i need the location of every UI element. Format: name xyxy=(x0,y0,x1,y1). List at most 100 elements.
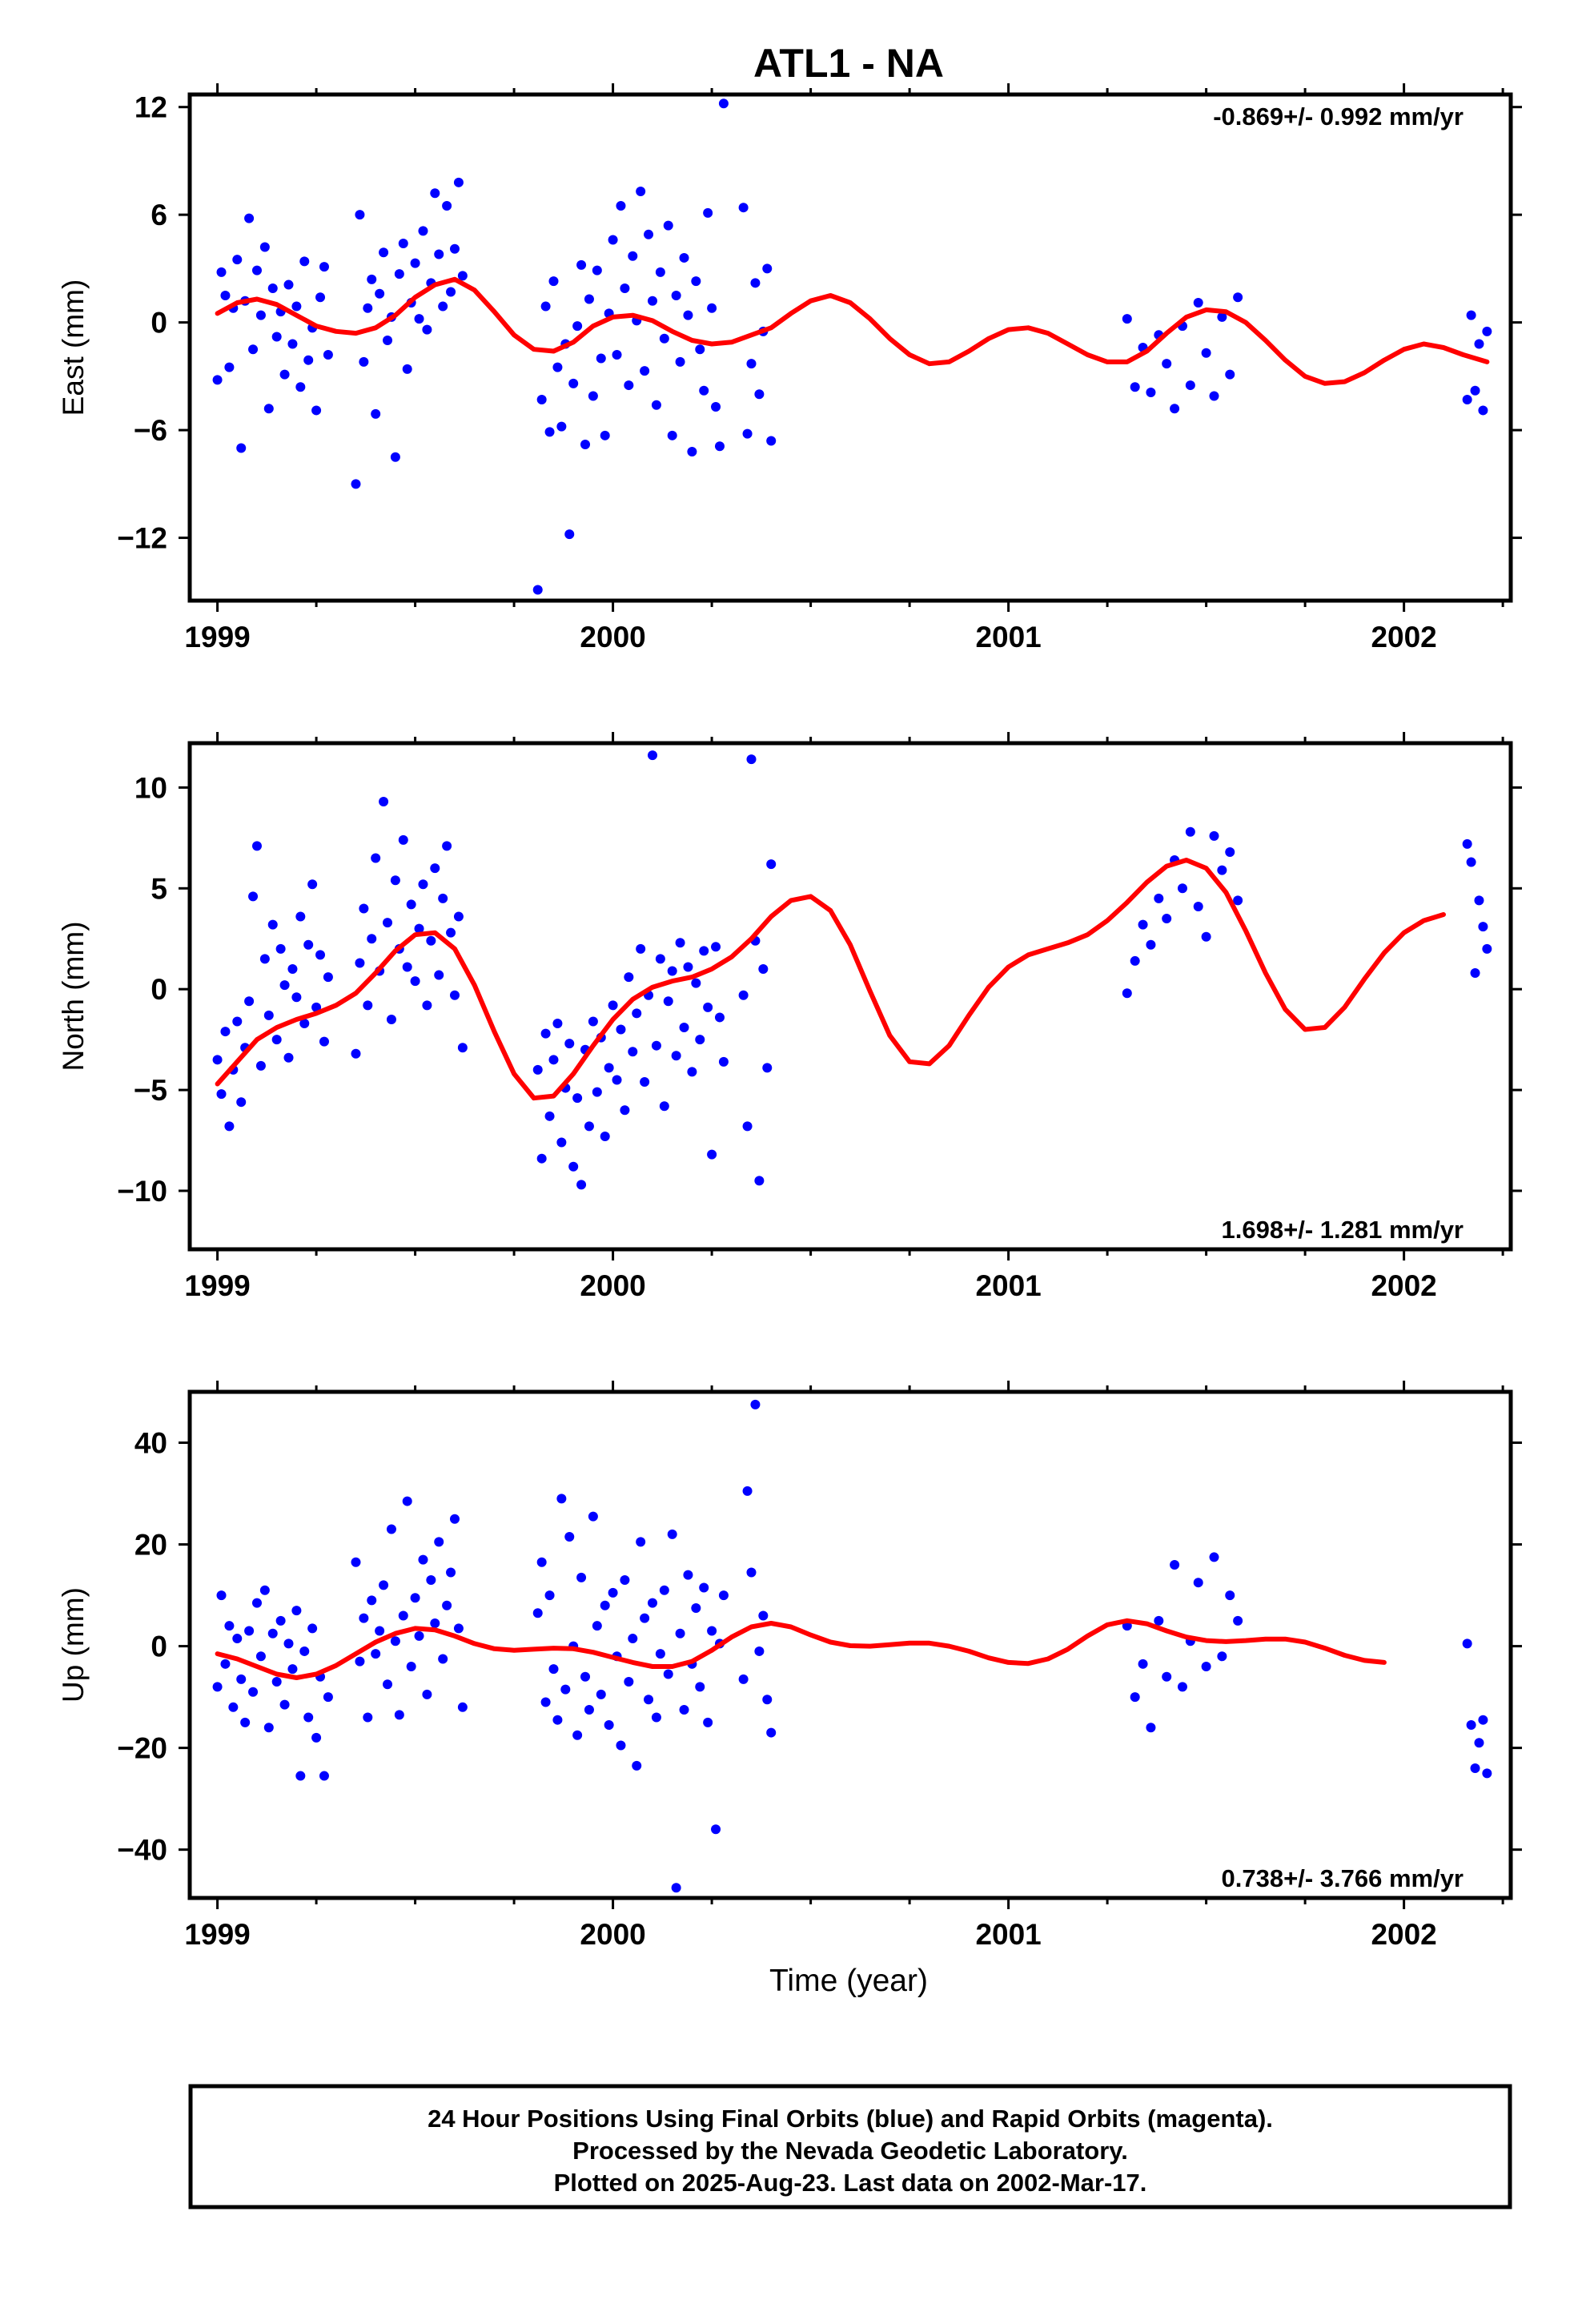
data-point xyxy=(406,1661,416,1671)
data-point xyxy=(379,797,389,807)
data-point xyxy=(742,1121,753,1132)
data-point xyxy=(1146,1723,1156,1733)
data-point xyxy=(379,1580,389,1590)
data-point xyxy=(232,1016,243,1027)
data-point xyxy=(359,1613,369,1623)
data-point xyxy=(699,1582,709,1593)
north-rate-annotation: 1.698+/- 1.281 mm/yr xyxy=(1222,1216,1464,1244)
data-point xyxy=(699,946,709,956)
data-point xyxy=(1462,394,1472,404)
data-point xyxy=(718,1056,729,1067)
data-point xyxy=(536,1557,547,1567)
data-point xyxy=(1474,339,1484,349)
data-point xyxy=(457,1043,468,1053)
data-point xyxy=(355,210,365,220)
data-point xyxy=(394,1710,404,1720)
data-point xyxy=(683,310,693,320)
east-y-axis-label: East (mm) xyxy=(57,279,90,416)
data-point xyxy=(766,859,777,870)
data-point xyxy=(683,962,693,972)
data-point xyxy=(398,1610,408,1621)
data-point xyxy=(1177,1682,1187,1692)
data-point xyxy=(263,1723,274,1733)
data-point xyxy=(283,1052,294,1063)
data-point xyxy=(449,1514,460,1524)
up-y-tick-label: −40 xyxy=(117,1834,167,1867)
up-y-axis-label: Up (mm) xyxy=(57,1587,90,1703)
data-point xyxy=(1162,914,1172,924)
data-point xyxy=(647,1598,657,1608)
east-y-tick-label: 12 xyxy=(135,91,167,124)
data-point xyxy=(1478,405,1488,416)
data-point xyxy=(592,1621,602,1631)
footer-box: 24 Hour Positions Using Final Orbits (bl… xyxy=(188,2084,1512,2209)
data-point xyxy=(390,452,400,462)
data-point xyxy=(1225,846,1235,857)
up-x-tick-label: 2001 xyxy=(975,1918,1041,1951)
data-point xyxy=(402,1496,412,1506)
north-plot-frame xyxy=(187,741,1513,1252)
data-point xyxy=(426,1575,436,1586)
data-point xyxy=(608,1587,618,1598)
data-point xyxy=(244,996,255,1007)
data-point xyxy=(287,1664,298,1675)
data-point xyxy=(604,1720,614,1731)
data-point xyxy=(754,1176,765,1186)
up-rate-annotation: 0.738+/- 3.766 mm/yr xyxy=(1222,1864,1464,1892)
data-point xyxy=(588,1511,598,1522)
data-point xyxy=(711,1824,721,1835)
data-point xyxy=(383,1679,393,1690)
data-point xyxy=(379,247,389,258)
data-point xyxy=(1201,931,1211,942)
data-point xyxy=(315,950,326,960)
data-point xyxy=(651,1712,661,1723)
data-point xyxy=(576,259,587,270)
data-point xyxy=(255,1060,266,1071)
data-point xyxy=(683,1570,693,1580)
data-point xyxy=(576,1180,587,1190)
data-point xyxy=(244,213,255,223)
east-y-tick-label: 6 xyxy=(151,199,167,231)
north-y-tick-label: −10 xyxy=(117,1175,167,1208)
data-point xyxy=(422,324,432,335)
data-point xyxy=(279,1699,290,1710)
data-point xyxy=(351,479,361,489)
data-point xyxy=(283,279,294,290)
data-point xyxy=(295,1771,306,1781)
data-point xyxy=(363,1712,373,1723)
data-point xyxy=(1474,1738,1484,1748)
data-point xyxy=(267,919,278,930)
north-x-tick-label: 2002 xyxy=(1371,1269,1436,1302)
data-point xyxy=(311,1002,322,1012)
data-point xyxy=(457,1702,468,1712)
data-point xyxy=(679,252,689,263)
data-point xyxy=(675,938,685,948)
data-point xyxy=(446,1567,456,1578)
data-point xyxy=(438,301,448,312)
data-point xyxy=(251,1598,262,1608)
data-point xyxy=(659,333,669,344)
data-point xyxy=(616,200,626,211)
data-point xyxy=(718,1590,729,1601)
data-point xyxy=(659,1101,669,1112)
data-point xyxy=(544,1111,555,1121)
data-point xyxy=(1162,1671,1172,1682)
data-point xyxy=(220,1027,231,1037)
north-y-tick-label: 10 xyxy=(135,771,167,804)
data-point xyxy=(394,269,404,279)
data-point xyxy=(442,1600,452,1610)
data-point xyxy=(758,1610,769,1621)
data-point xyxy=(267,1628,278,1638)
data-point xyxy=(738,1674,749,1684)
data-point xyxy=(1466,1720,1476,1731)
data-point xyxy=(1217,312,1227,322)
data-point xyxy=(671,1051,681,1061)
data-point xyxy=(552,1018,563,1028)
east-y-tick-label: −12 xyxy=(117,522,167,555)
footer-line-2: Processed by the Nevada Geodetic Laborat… xyxy=(572,2137,1128,2165)
data-point xyxy=(1201,348,1211,358)
data-point xyxy=(738,990,749,1000)
data-point xyxy=(212,1682,223,1692)
data-point xyxy=(1209,1552,1219,1562)
data-point xyxy=(695,1682,705,1692)
